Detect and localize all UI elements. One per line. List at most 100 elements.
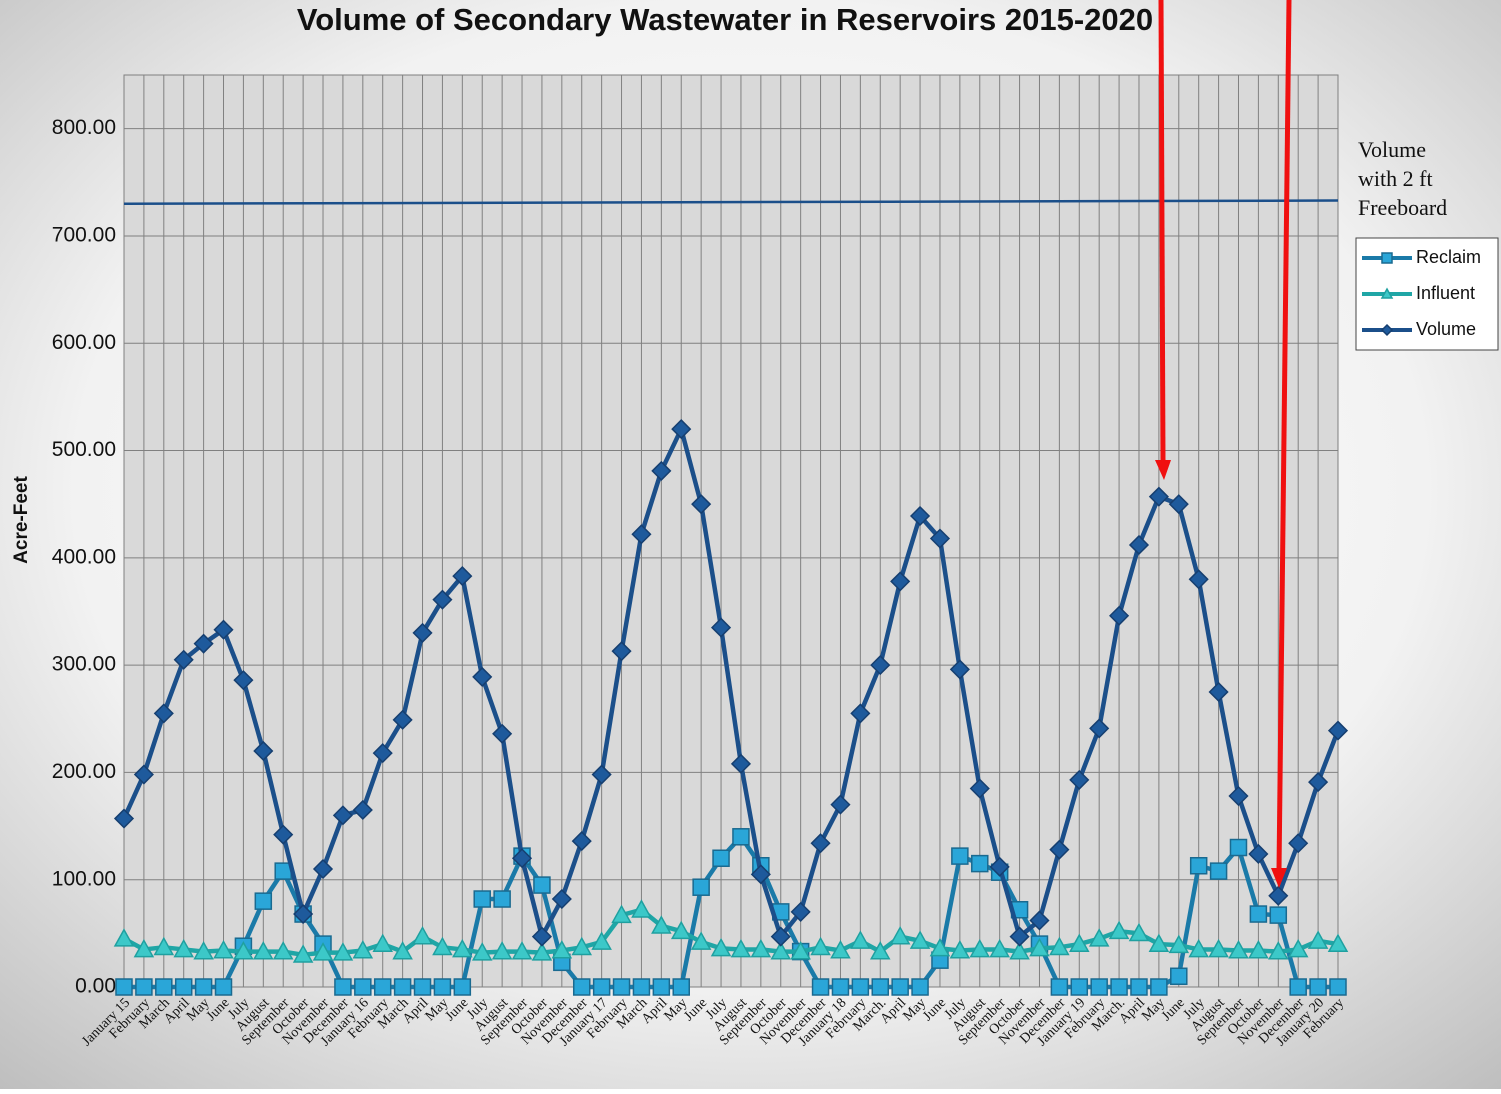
marker [1248, 939, 1269, 959]
marker [272, 941, 294, 960]
marker [929, 937, 951, 957]
marker [113, 808, 135, 829]
marker [354, 978, 372, 996]
marker [850, 930, 871, 949]
marker [1189, 857, 1208, 875]
marker [572, 978, 591, 996]
marker [1380, 323, 1394, 337]
marker [712, 849, 730, 867]
marker [511, 848, 533, 869]
marker [1050, 978, 1069, 996]
y-tick-label: 300.00 [52, 653, 116, 676]
marker [1208, 681, 1229, 703]
annotation: Freeboard [1358, 195, 1447, 220]
marker [830, 794, 851, 815]
marker [493, 890, 511, 908]
marker [591, 931, 612, 950]
marker [453, 978, 472, 996]
marker [890, 571, 911, 592]
marker [312, 942, 334, 961]
marker [1168, 934, 1190, 954]
marker [850, 703, 871, 724]
marker [1049, 936, 1070, 956]
legend-label: Reclaim [1416, 247, 1481, 267]
marker [1089, 718, 1110, 739]
marker [691, 494, 712, 515]
marker [133, 938, 155, 958]
marker [412, 926, 433, 945]
marker [233, 941, 254, 960]
marker [551, 888, 572, 910]
marker [412, 622, 433, 643]
y-tick-label: 700.00 [52, 223, 116, 246]
marker [710, 937, 732, 957]
marker [173, 649, 194, 670]
arrow-shaft [1158, 0, 1166, 463]
marker [831, 978, 850, 996]
marker [1209, 862, 1228, 880]
marker [1088, 928, 1110, 947]
y-tick-label: 500.00 [52, 438, 116, 461]
marker [312, 858, 334, 880]
legend-label: Influent [1416, 283, 1475, 303]
marker [671, 419, 692, 440]
marker [571, 831, 592, 852]
chart-title: Volume of Secondary Wastewater in Reserv… [297, 2, 1153, 37]
marker [949, 659, 970, 680]
marker [1307, 930, 1329, 949]
marker [254, 892, 273, 910]
marker [471, 942, 493, 961]
reference-line [123, 199, 1339, 206]
marker [1148, 486, 1169, 507]
marker [911, 978, 929, 996]
marker [392, 709, 413, 730]
marker [332, 942, 354, 961]
marker [910, 505, 931, 527]
marks: Volume with 2 ft Freeboard [113, 137, 1447, 996]
arrow-shaft [1276, 0, 1292, 871]
marker [592, 978, 611, 996]
marker [750, 938, 772, 958]
marker [452, 566, 473, 587]
marker [153, 936, 175, 956]
marker [790, 941, 811, 960]
marker [372, 933, 393, 953]
marker [1049, 839, 1070, 860]
marker [1288, 833, 1309, 854]
marker [372, 743, 393, 764]
arrow-head [1271, 868, 1287, 888]
marker [531, 926, 552, 947]
marker [213, 619, 234, 640]
marker [273, 824, 294, 845]
marker [1268, 885, 1289, 906]
marker [551, 939, 573, 959]
marker [1150, 978, 1168, 996]
marker [332, 805, 353, 826]
marker [352, 939, 374, 959]
y-tick-label: 200.00 [52, 760, 116, 783]
marker [155, 978, 173, 996]
marker [193, 633, 214, 654]
marker [969, 938, 991, 958]
marker [951, 847, 969, 865]
marker [611, 641, 632, 662]
marker [810, 936, 831, 956]
marker [1287, 938, 1309, 958]
y-tick-label: 0.00 [75, 975, 116, 998]
marker [511, 941, 533, 960]
annotation: with 2 ft [1358, 166, 1433, 191]
marker [889, 926, 911, 945]
marker [531, 942, 553, 961]
marker [253, 740, 274, 762]
marker [909, 930, 931, 949]
marker [1327, 933, 1349, 953]
marker [1109, 605, 1130, 626]
marker [830, 939, 851, 959]
marker [1381, 252, 1393, 264]
marker [1289, 978, 1307, 996]
marker [971, 854, 989, 873]
legend-label: Volume [1416, 319, 1476, 339]
marker [1170, 967, 1188, 986]
marker [1249, 905, 1268, 923]
marker [969, 778, 990, 799]
